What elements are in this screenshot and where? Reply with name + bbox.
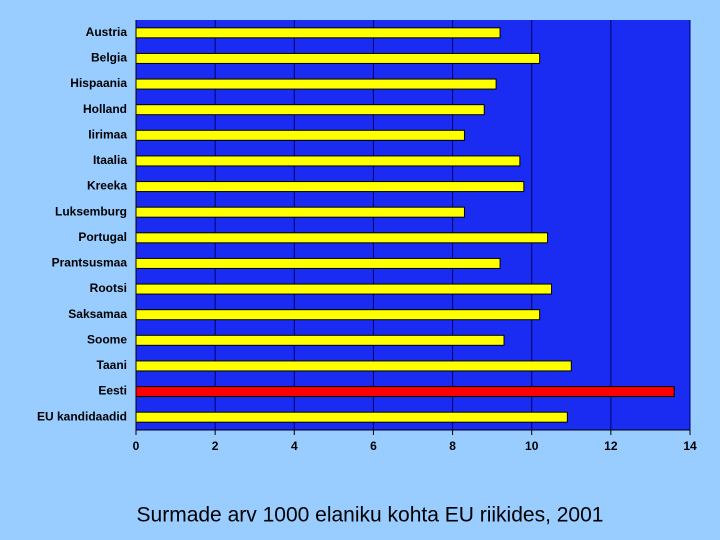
bar [135,129,465,141]
y-tick-label: Austria [86,25,128,39]
y-tick-label: Soome [87,332,127,346]
bar [135,232,549,244]
x-tick-label: 2 [212,439,219,453]
y-tick-label: Taani [97,358,127,372]
bar [135,309,541,321]
bar [135,411,568,423]
y-tick-label: Saksamaa [68,307,127,321]
y-tick-label: Prantsusmaa [52,256,128,270]
x-tick-label: 10 [525,439,539,453]
bar [135,155,521,167]
bar [135,334,505,346]
x-tick-label: 12 [604,439,618,453]
y-tick-label: Belgia [91,51,127,65]
y-tick-label: Holland [83,102,127,116]
bar [135,78,497,90]
y-tick-label: EU kandidaadid [37,409,127,423]
x-tick-label: 6 [370,439,377,453]
bar [135,386,675,398]
bar [135,206,465,218]
bar [135,360,572,372]
bar [135,27,501,39]
bar [135,181,525,193]
y-tick-label: Eesti [98,384,127,398]
bar [135,257,501,269]
y-tick-label: Rootsi [90,281,127,295]
x-tick-label: 0 [133,439,140,453]
y-tick-label: Portugal [78,230,127,244]
y-tick-label: Luksemburg [55,204,127,218]
y-tick-label: Hispaania [70,76,127,90]
bar [135,283,552,295]
y-tick-label: Iirimaa [88,127,127,141]
y-tick-label: Itaalia [93,153,127,167]
bar [135,104,485,116]
x-tick-label: 4 [291,439,298,453]
bar [135,52,541,64]
x-tick-label: 14 [683,439,697,453]
chart-title: Surmade arv 1000 elaniku kohta EU riikid… [137,504,604,527]
y-tick-label: Kreeka [87,179,127,193]
x-tick-label: 8 [449,439,456,453]
